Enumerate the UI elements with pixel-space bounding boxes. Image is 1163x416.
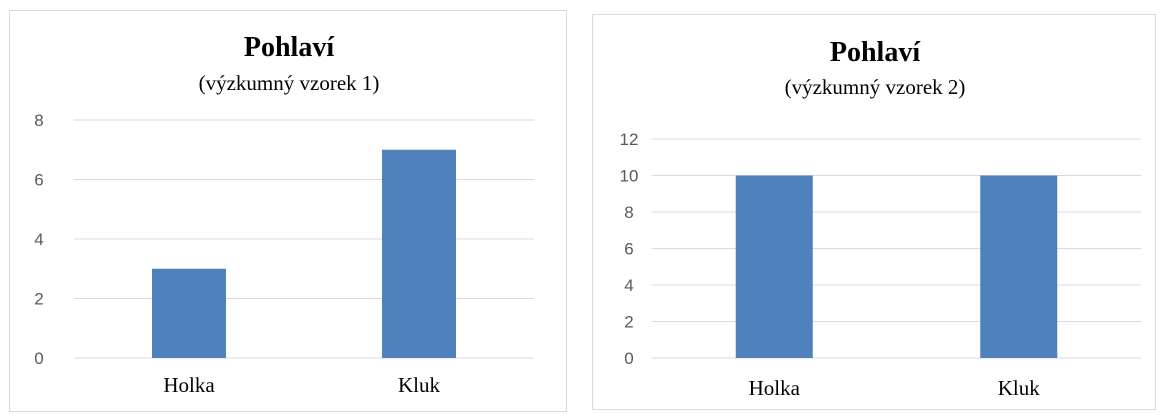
chart-subtitle: (výzkumný vzorek 2) (785, 75, 966, 99)
x-axis-ticks: Holka Kluk (749, 376, 1041, 400)
bar-kluk (980, 175, 1058, 358)
x-tick-label: Kluk (998, 376, 1041, 400)
y-tick-label: 2 (34, 290, 43, 309)
chart-sample-2: Pohlaví (výzkumný vzorek 2) 0 2 4 6 8 10 12 Ho… (592, 14, 1156, 410)
x-tick-label: Holka (749, 376, 801, 400)
y-tick-label: 4 (624, 276, 633, 295)
y-tick-label: 8 (624, 203, 633, 222)
bar-holka (152, 268, 226, 358)
bar-layer (735, 175, 1058, 358)
y-tick-label: 0 (624, 349, 633, 368)
chart-sample-2-svg: Pohlaví (výzkumný vzorek 2) 0 2 4 6 8 10 12 Ho… (620, 37, 1141, 400)
y-tick-label: 6 (624, 240, 633, 259)
bar-layer (152, 149, 456, 358)
chart-title: Pohlaví (830, 37, 921, 68)
x-tick-label: Kluk (398, 373, 441, 397)
y-tick-label: 8 (34, 111, 43, 130)
y-tick-label: 6 (34, 171, 43, 190)
x-tick-label: Holka (163, 373, 215, 397)
chart-sample-1: Pohlaví (výzkumný vzorek 1) 0 2 4 6 8 Holka K… (9, 10, 567, 412)
grid-layer (652, 138, 1141, 359)
y-tick-label: 12 (620, 130, 639, 149)
y-tick-label: 10 (620, 167, 639, 186)
chart-sample-1-svg: Pohlaví (výzkumný vzorek 1) 0 2 4 6 8 Holka K… (34, 32, 534, 397)
bar-kluk (382, 149, 456, 358)
y-tick-label: 0 (34, 349, 43, 368)
grid-layer (74, 119, 534, 359)
y-tick-label: 4 (34, 230, 43, 249)
bar-holka (735, 175, 813, 358)
x-axis-ticks: Holka Kluk (163, 373, 440, 397)
chart-title: Pohlaví (244, 32, 335, 63)
y-axis-ticks: 0 2 4 6 8 (34, 111, 43, 368)
y-tick-label: 2 (624, 313, 633, 332)
y-axis-ticks: 0 2 4 6 8 10 12 (620, 130, 639, 368)
chart-subtitle: (výzkumný vzorek 1) (199, 71, 380, 95)
